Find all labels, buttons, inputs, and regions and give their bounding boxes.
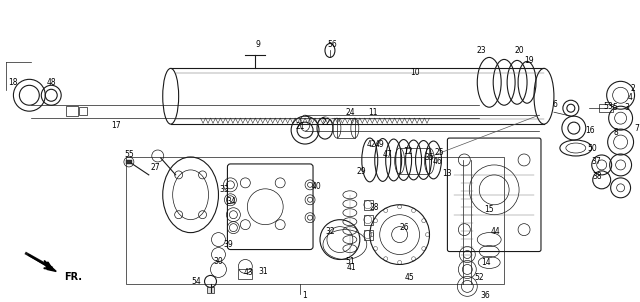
Text: 54: 54 — [192, 277, 202, 286]
Bar — [598, 104, 612, 112]
Text: 30: 30 — [214, 257, 223, 266]
Text: 33: 33 — [220, 185, 229, 194]
Text: 21: 21 — [295, 122, 305, 130]
Text: 40: 40 — [311, 182, 321, 191]
Text: 9: 9 — [256, 40, 260, 49]
Text: 16: 16 — [585, 126, 595, 135]
Text: 46: 46 — [433, 157, 442, 166]
Polygon shape — [44, 261, 56, 271]
Text: 25: 25 — [435, 149, 444, 157]
Bar — [364, 200, 372, 210]
Text: 13: 13 — [443, 169, 452, 178]
Text: 27: 27 — [151, 163, 161, 172]
Bar — [238, 269, 252, 279]
Text: 31: 31 — [259, 267, 268, 276]
Bar — [364, 230, 372, 239]
Text: 23: 23 — [476, 46, 486, 55]
Text: 50: 50 — [587, 143, 596, 153]
Text: 55: 55 — [124, 150, 134, 159]
Text: 24: 24 — [345, 108, 355, 117]
Text: 14: 14 — [481, 258, 491, 267]
Text: 43: 43 — [243, 268, 253, 277]
Text: 39: 39 — [223, 240, 234, 249]
Text: 15: 15 — [484, 205, 494, 214]
Text: 51: 51 — [345, 257, 355, 266]
Text: 49: 49 — [375, 140, 385, 149]
Text: 44: 44 — [490, 227, 500, 236]
Text: 6: 6 — [552, 100, 557, 109]
Text: 41: 41 — [347, 263, 356, 272]
Text: FR.: FR. — [64, 272, 82, 282]
Text: 11: 11 — [368, 108, 378, 117]
Text: 18: 18 — [9, 78, 18, 87]
Bar — [364, 215, 372, 225]
Text: 28: 28 — [369, 203, 378, 212]
Text: 53: 53 — [604, 102, 614, 111]
Text: 22: 22 — [321, 118, 331, 127]
Text: 47: 47 — [383, 150, 392, 159]
Text: 10: 10 — [410, 68, 419, 77]
Text: 29: 29 — [357, 167, 367, 176]
Bar — [337, 118, 355, 138]
Text: 35: 35 — [424, 153, 435, 162]
Bar — [126, 157, 504, 284]
Text: 4: 4 — [627, 93, 632, 102]
Bar — [66, 106, 78, 116]
Text: 42: 42 — [367, 140, 376, 149]
Text: 2: 2 — [630, 84, 635, 93]
Text: 5: 5 — [612, 103, 617, 112]
Bar — [207, 288, 214, 293]
Text: 8: 8 — [613, 127, 618, 137]
Text: 1: 1 — [303, 291, 307, 300]
Text: 26: 26 — [400, 223, 410, 232]
Text: 45: 45 — [404, 273, 415, 282]
Text: 52: 52 — [474, 273, 484, 282]
Text: 12: 12 — [403, 147, 412, 156]
Bar — [79, 107, 87, 115]
Text: 56: 56 — [327, 40, 337, 49]
Text: 3: 3 — [624, 103, 629, 112]
Text: 48: 48 — [47, 78, 56, 87]
Text: 38: 38 — [592, 172, 602, 182]
Text: 7: 7 — [634, 124, 639, 133]
Bar — [399, 148, 429, 174]
Text: 36: 36 — [481, 291, 490, 300]
Text: 37: 37 — [592, 157, 602, 166]
Text: 20: 20 — [515, 46, 524, 55]
Text: 17: 17 — [111, 120, 121, 130]
Bar — [126, 160, 132, 164]
Text: 34: 34 — [227, 197, 236, 206]
Text: 32: 32 — [325, 227, 335, 236]
Text: 19: 19 — [524, 56, 534, 65]
